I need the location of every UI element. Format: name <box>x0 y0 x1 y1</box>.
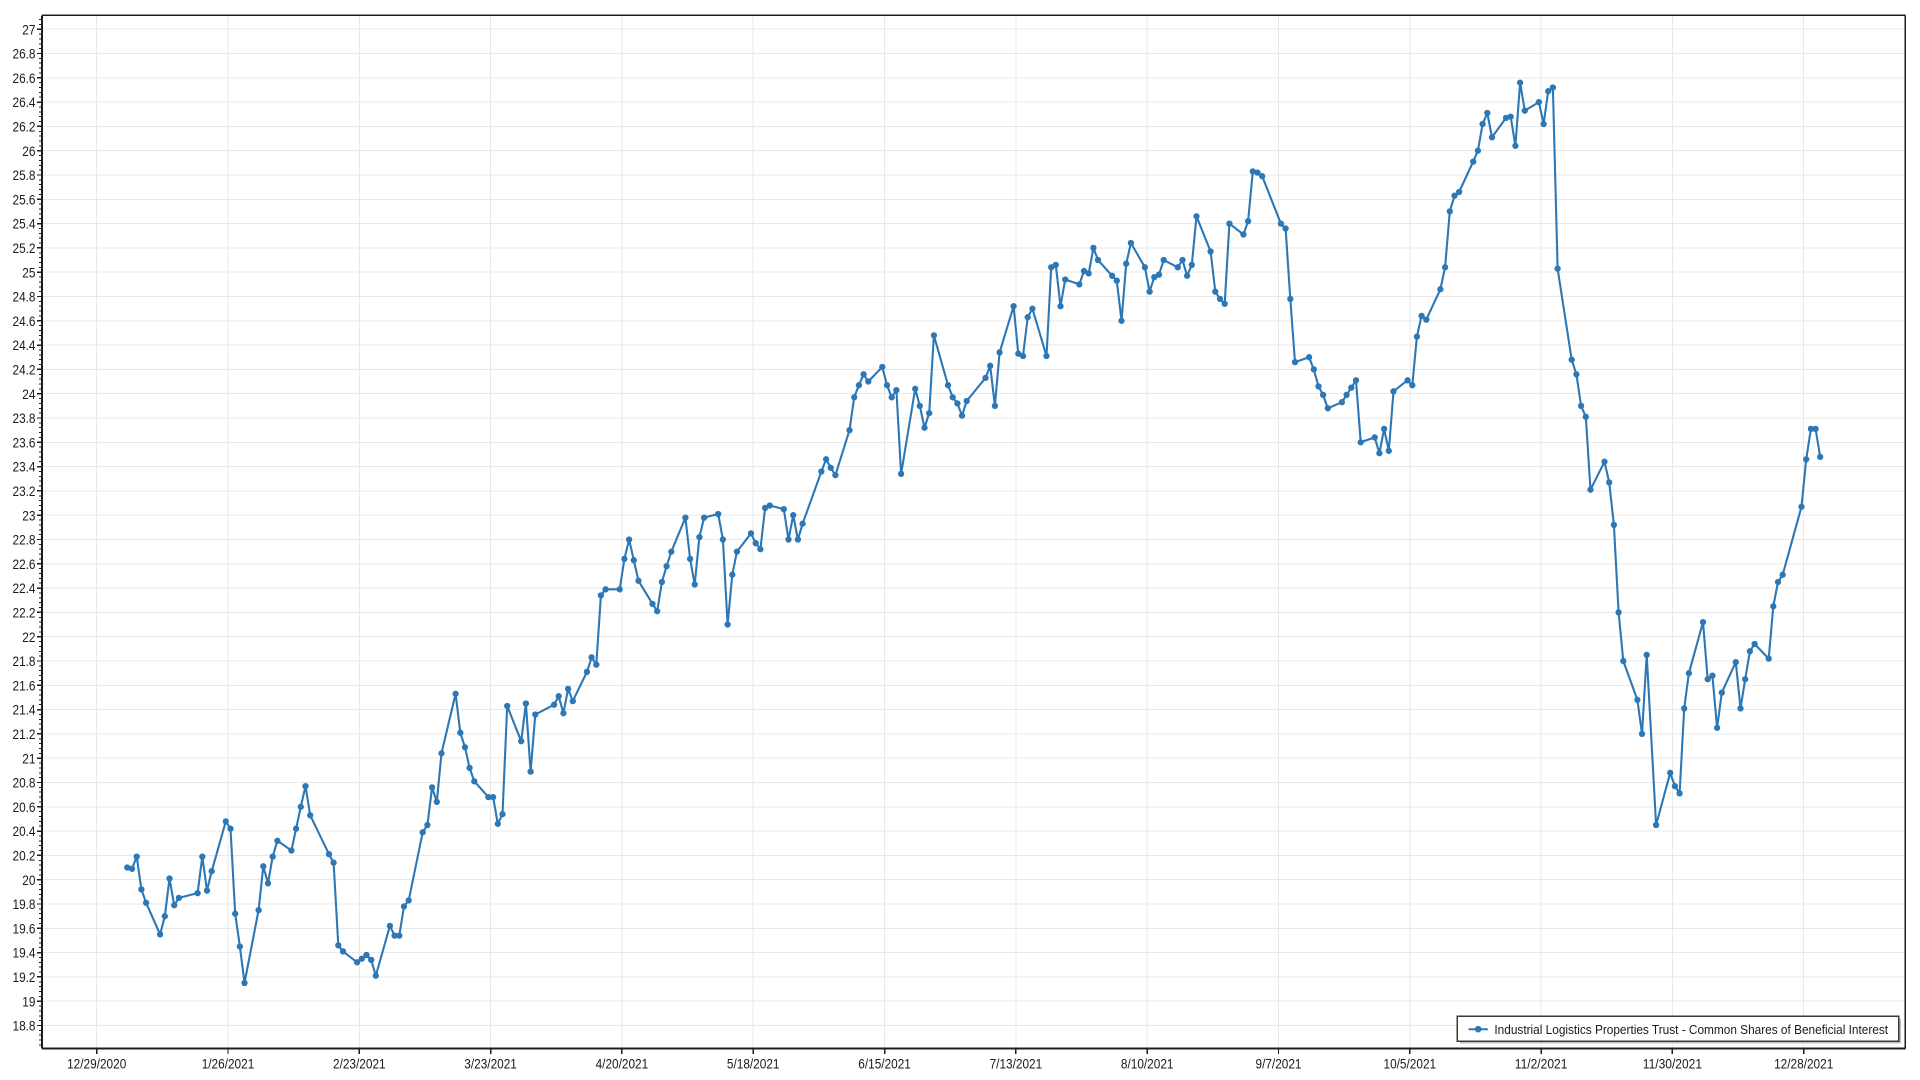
svg-text:23.8: 23.8 <box>13 410 36 426</box>
svg-text:25: 25 <box>22 264 35 280</box>
svg-text:4/20/2021: 4/20/2021 <box>596 1056 649 1072</box>
svg-text:19.8: 19.8 <box>13 896 36 912</box>
svg-text:5/18/2021: 5/18/2021 <box>727 1056 780 1072</box>
svg-text:25.8: 25.8 <box>13 167 36 183</box>
svg-text:19.6: 19.6 <box>13 920 36 936</box>
svg-text:9/7/2021: 9/7/2021 <box>1256 1056 1302 1072</box>
svg-text:18.8: 18.8 <box>13 1018 36 1034</box>
svg-text:21.6: 21.6 <box>13 677 36 693</box>
svg-text:22.6: 22.6 <box>13 556 36 572</box>
svg-text:12/28/2021: 12/28/2021 <box>1774 1056 1833 1072</box>
svg-text:6/15/2021: 6/15/2021 <box>858 1056 911 1072</box>
svg-text:11/30/2021: 11/30/2021 <box>1643 1056 1702 1072</box>
svg-text:8/10/2021: 8/10/2021 <box>1121 1056 1174 1072</box>
svg-text:24.2: 24.2 <box>13 362 36 378</box>
svg-text:24.8: 24.8 <box>13 289 36 305</box>
svg-text:22.2: 22.2 <box>13 605 36 621</box>
svg-text:21.4: 21.4 <box>13 702 36 718</box>
svg-text:20.8: 20.8 <box>13 775 36 791</box>
svg-text:25.2: 25.2 <box>13 240 36 256</box>
svg-text:3/23/2021: 3/23/2021 <box>464 1056 517 1072</box>
svg-text:25.4: 25.4 <box>13 216 36 232</box>
svg-text:11/2/2021: 11/2/2021 <box>1515 1056 1568 1072</box>
svg-text:26.4: 26.4 <box>13 94 36 110</box>
svg-text:2/23/2021: 2/23/2021 <box>333 1056 386 1072</box>
svg-text:27: 27 <box>22 21 35 37</box>
svg-text:23.4: 23.4 <box>13 459 36 475</box>
svg-text:22: 22 <box>22 629 35 645</box>
svg-text:26.2: 26.2 <box>13 119 36 135</box>
svg-text:25.6: 25.6 <box>13 191 36 207</box>
svg-text:24: 24 <box>22 386 35 402</box>
svg-text:1/26/2021: 1/26/2021 <box>202 1056 255 1072</box>
svg-text:22.4: 22.4 <box>13 580 36 596</box>
svg-text:23.2: 23.2 <box>13 483 36 499</box>
svg-text:20.6: 20.6 <box>13 799 36 815</box>
svg-text:24.6: 24.6 <box>13 313 36 329</box>
svg-text:24.4: 24.4 <box>13 337 36 353</box>
svg-text:20: 20 <box>22 872 35 888</box>
svg-text:20.2: 20.2 <box>13 848 36 864</box>
svg-text:26: 26 <box>22 143 35 159</box>
svg-text:12/29/2020: 12/29/2020 <box>67 1056 126 1072</box>
svg-text:19.4: 19.4 <box>13 945 36 961</box>
svg-text:26.6: 26.6 <box>13 70 36 86</box>
svg-text:19: 19 <box>22 993 35 1009</box>
svg-text:22.8: 22.8 <box>13 532 36 548</box>
svg-text:21.8: 21.8 <box>13 653 36 669</box>
svg-text:Industrial Logistics Propertie: Industrial Logistics Properties Trust - … <box>1494 1023 1888 1037</box>
svg-text:23.6: 23.6 <box>13 434 36 450</box>
svg-text:7/13/2021: 7/13/2021 <box>990 1056 1043 1072</box>
svg-text:19.2: 19.2 <box>13 969 36 985</box>
svg-text:10/5/2021: 10/5/2021 <box>1384 1056 1437 1072</box>
svg-text:21.2: 21.2 <box>13 726 36 742</box>
svg-text:20.4: 20.4 <box>13 823 36 839</box>
svg-text:21: 21 <box>22 750 35 766</box>
svg-text:23: 23 <box>22 507 35 523</box>
svg-text:26.8: 26.8 <box>13 46 36 62</box>
